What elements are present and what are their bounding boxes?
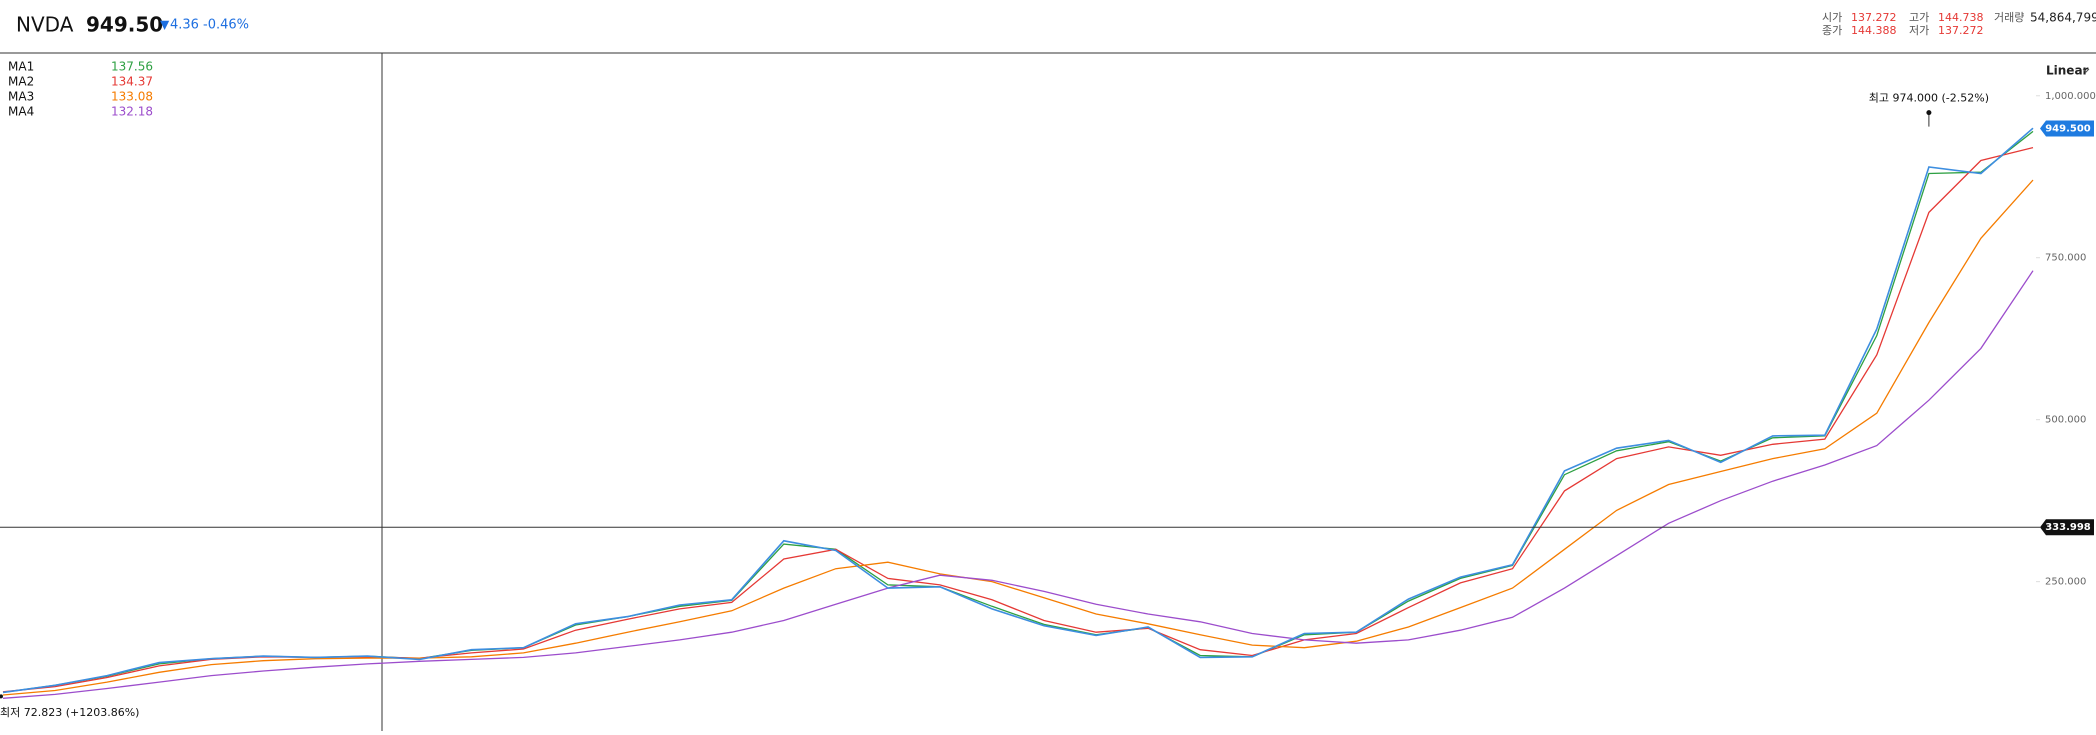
y-tick-label: 250.000 [2045, 577, 2086, 588]
crosshair-label: 333.998 [2045, 522, 2091, 533]
price-tag-label: 949.500 [2045, 123, 2091, 134]
stat-value: 144.388 [1851, 24, 1897, 37]
legend-value: 132.18 [111, 105, 153, 119]
legend-name: MA4 [8, 105, 34, 119]
ma-line [2, 146, 2034, 693]
price-line [2, 127, 2034, 694]
legend-name: MA1 [8, 60, 34, 74]
legend-value: 134.37 [111, 75, 153, 89]
stat-value: 137.272 [1851, 11, 1897, 24]
stat-label: 저가 [1909, 24, 1929, 37]
legend-value: 137.56 [111, 60, 153, 74]
stat-value: 144.738 [1938, 11, 1984, 24]
y-tick-label: 750.000 [2045, 253, 2086, 264]
dropdown-caret [2082, 68, 2090, 73]
crosshair-tag [2040, 519, 2094, 536]
ma-line [2, 179, 2034, 696]
low-dot [0, 694, 3, 699]
stat-value: 137.272 [1938, 24, 1984, 37]
ma-line [2, 130, 2034, 694]
stat-label: 종가 [1822, 24, 1842, 37]
ma-line [2, 270, 2034, 699]
change: 4.36 [170, 18, 199, 33]
stat-label: 고가 [1909, 11, 1929, 24]
change-pct: -0.46% [203, 18, 249, 33]
price-tag [2040, 120, 2094, 137]
high-label: 최고 974.000 (-2.52%) [1869, 92, 1989, 105]
volume: 54,864,799 [2030, 11, 2096, 25]
down-arrow: ▼ [160, 18, 170, 32]
legend-name: MA2 [8, 75, 34, 89]
legend-value: 133.08 [111, 90, 153, 104]
y-tick-label: 1,000.000 [2045, 91, 2096, 102]
symbol: NVDA [16, 13, 74, 37]
price: 949.50 [86, 13, 163, 37]
y-tick-label: 500.000 [2045, 415, 2086, 426]
stat-label: 시가 [1822, 11, 1842, 24]
low-label: 최저 72.823 (+1203.86%) [0, 706, 139, 719]
volume-label: 거래량 [1994, 11, 2024, 24]
scale-mode[interactable]: Linear [2046, 64, 2089, 78]
legend-name: MA3 [8, 90, 34, 104]
high-dot [1926, 110, 1932, 116]
